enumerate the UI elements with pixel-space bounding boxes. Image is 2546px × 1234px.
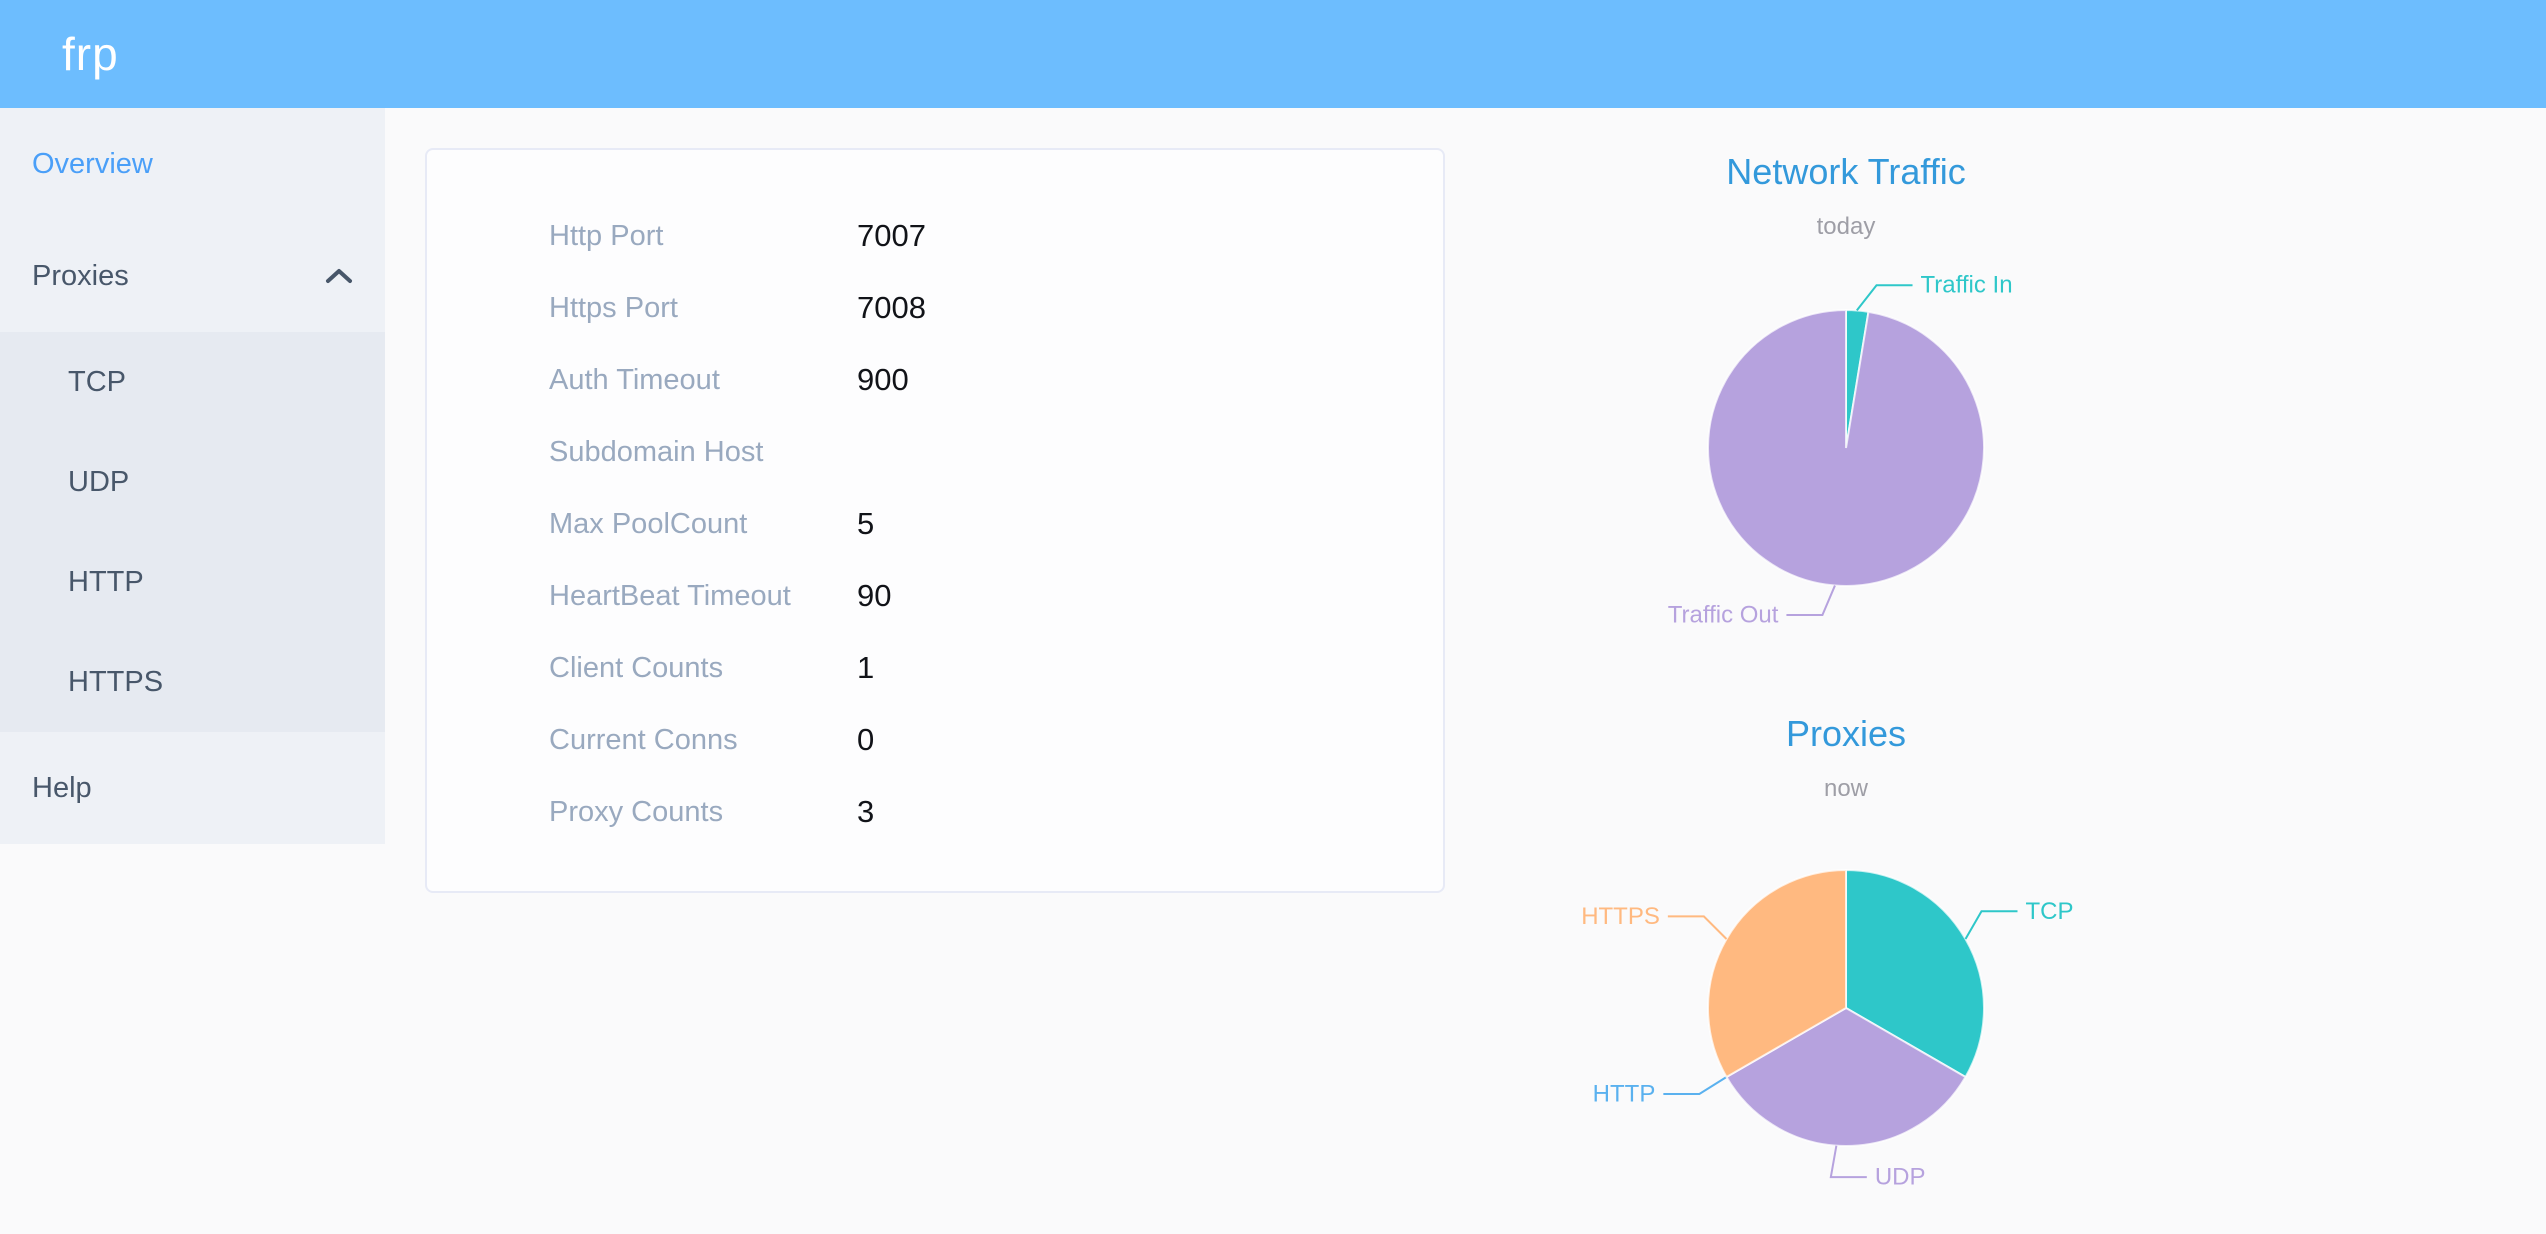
config-label: Proxy Counts: [549, 795, 724, 828]
app-header: frp: [0, 0, 2546, 108]
pie-label-http: HTTP: [1593, 1080, 1656, 1107]
config-row-subdomain-host: Subdomain Host: [427, 416, 1443, 488]
pie-label-traffic-in: Traffic In: [1921, 272, 2013, 299]
sidebar-item-label: Proxies: [32, 259, 129, 292]
sidebar-item-https[interactable]: HTTPS: [0, 632, 385, 732]
config-label: Http Port: [549, 219, 664, 252]
pie-label-line-udp: [1829, 1145, 1867, 1179]
config-value: 7007: [857, 218, 926, 253]
app-logo: frp: [62, 28, 119, 80]
config-row-heartbeat-timeout: HeartBeat Timeout 90: [427, 560, 1443, 632]
proxies-submenu: TCP UDP HTTP HTTPS: [0, 332, 385, 732]
sidebar-item-overview[interactable]: Overview: [0, 108, 385, 220]
config-value: 900: [857, 362, 909, 397]
pie-label-line-traffic-in: [1856, 284, 1913, 312]
config-label: HeartBeat Timeout: [549, 579, 791, 612]
config-value: 0: [857, 722, 875, 757]
config-row-max-poolcount: Max PoolCount 5: [427, 488, 1443, 560]
sidebar-item-tcp[interactable]: TCP: [0, 332, 385, 432]
config-row-current-conns: Current Conns 0: [427, 704, 1443, 776]
config-value: 90: [857, 578, 892, 613]
sidebar-item-udp[interactable]: UDP: [0, 432, 385, 532]
network-traffic-chart: Network Traffic today Traffic In Traffic …: [1496, 150, 2196, 642]
pie-label-line-tcp: [1964, 910, 2018, 940]
config-row-https-port: Https Port 7008: [427, 272, 1443, 344]
config-value: 5: [857, 506, 875, 541]
proxies-pie[interactable]: TCP UDP HTTP HTTPS: [1496, 804, 2196, 1204]
chart-title: Proxies: [1785, 713, 1907, 754]
config-label: Https Port: [549, 291, 678, 324]
config-row-http-port: Http Port 7007: [427, 200, 1443, 272]
sidebar-item-label: UDP: [68, 465, 130, 498]
config-label: Client Counts: [549, 651, 724, 684]
pie-label-tcp: TCP: [2026, 898, 2074, 925]
sidebar-item-proxies[interactable]: Proxies: [0, 220, 385, 332]
chart-subtitle: today: [1816, 213, 1876, 240]
sidebar-item-http[interactable]: HTTP: [0, 532, 385, 632]
chart-subtitle: now: [1823, 775, 1869, 802]
sidebar-item-label: Help: [32, 771, 92, 804]
sidebar-item-label: HTTP: [68, 565, 144, 598]
config-label: Current Conns: [549, 723, 738, 756]
config-label: Auth Timeout: [549, 363, 720, 396]
sidebar-item-label: TCP: [68, 365, 126, 398]
pie-label-line-traffic-out: [1786, 585, 1836, 617]
pie-slice-traffic-out[interactable]: [1707, 308, 1985, 587]
chart-title: Network Traffic: [1726, 151, 1966, 192]
sidebar: Overview Proxies TCP UDP HTTP HTTPS Help: [0, 108, 385, 844]
config-row-auth-timeout: Auth Timeout 900: [427, 344, 1443, 416]
pie-label-line-http: [1663, 1076, 1728, 1095]
sidebar-item-help[interactable]: Help: [0, 732, 385, 844]
config-label: Subdomain Host: [549, 435, 764, 468]
pie-label-line-https: [1667, 915, 1728, 940]
pie-label-traffic-out: Traffic Out: [1668, 602, 1779, 629]
proxies-chart: Proxies now TCP UDP HTTP HTTPS: [1496, 712, 2196, 1204]
network-traffic-pie[interactable]: Traffic In Traffic Out: [1496, 242, 2196, 642]
sidebar-item-label: Overview: [32, 147, 153, 180]
config-value: 3: [857, 794, 875, 829]
pie-label-https: HTTPS: [1581, 903, 1660, 930]
config-label: Max PoolCount: [549, 507, 748, 540]
sidebar-item-label: HTTPS: [68, 665, 164, 698]
pie-label-udp: UDP: [1875, 1164, 1926, 1191]
chevron-up-icon[interactable]: [325, 267, 353, 285]
config-row-client-counts: Client Counts 1: [427, 632, 1443, 704]
config-row-proxy-counts: Proxy Counts 3: [427, 776, 1443, 848]
config-value: 7008: [857, 290, 926, 325]
config-value: 1: [857, 650, 875, 685]
server-config-card: Http Port 7007 Https Port 7008 Auth Time…: [425, 148, 1445, 893]
